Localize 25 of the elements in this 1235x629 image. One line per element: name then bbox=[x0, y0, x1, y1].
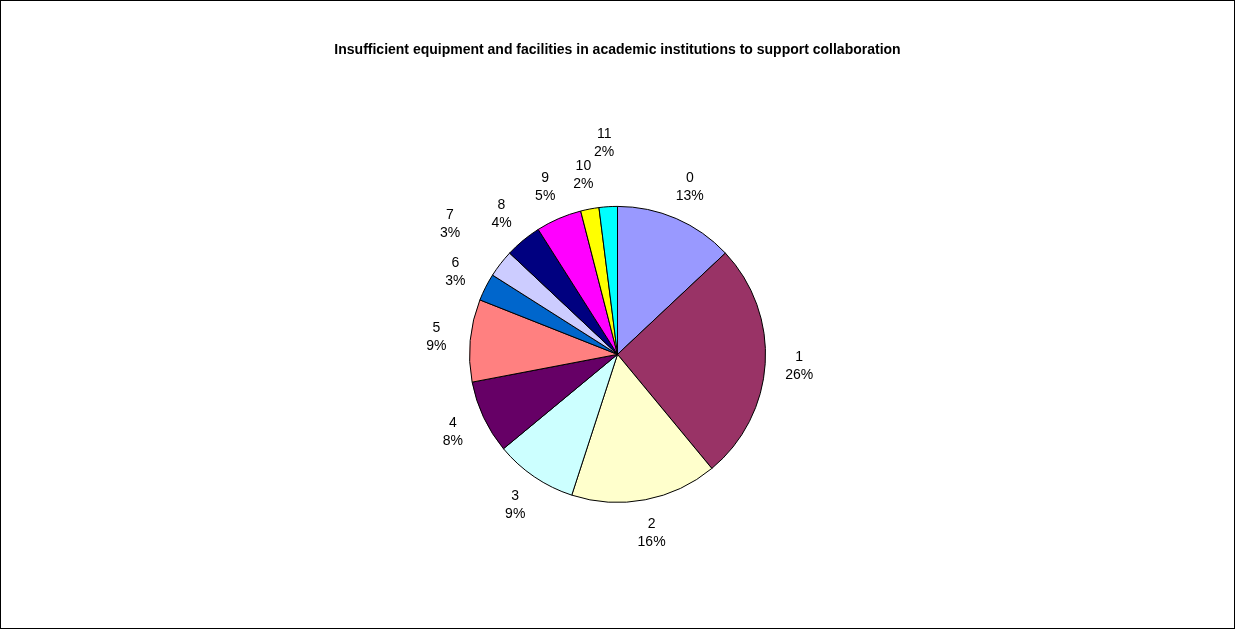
data-label: 9% bbox=[426, 337, 447, 354]
data-label: 2% bbox=[594, 142, 615, 159]
data-label: 5% bbox=[535, 187, 556, 204]
slice-label: 7 bbox=[446, 206, 455, 223]
slice-label: 3 bbox=[511, 486, 520, 503]
data-label: 9% bbox=[505, 504, 526, 521]
data-label: 13% bbox=[675, 187, 704, 204]
data-label: 3% bbox=[445, 271, 466, 288]
data-label: 3% bbox=[439, 224, 461, 241]
data-label: 16% bbox=[637, 533, 666, 550]
slice-label: 8 bbox=[497, 196, 506, 213]
slice-label: 1 bbox=[795, 347, 804, 364]
data-label: 8% bbox=[442, 431, 463, 448]
slice-label: 4 bbox=[448, 413, 457, 430]
data-label: 4% bbox=[491, 214, 512, 231]
slice-label: 9 bbox=[541, 169, 550, 186]
slice-label: 2 bbox=[647, 515, 656, 532]
slice-label: 6 bbox=[451, 253, 460, 270]
slice-label: 10 bbox=[575, 157, 592, 174]
data-label: 26% bbox=[785, 365, 814, 382]
slice-label: 0 bbox=[685, 169, 694, 186]
data-label: 2% bbox=[573, 175, 594, 192]
slice-label: 11 bbox=[596, 124, 612, 141]
slice-label: 5 bbox=[432, 319, 441, 336]
chart-title: Insufficient equipment and facilities in academic institutions to support collaboration bbox=[334, 41, 901, 58]
